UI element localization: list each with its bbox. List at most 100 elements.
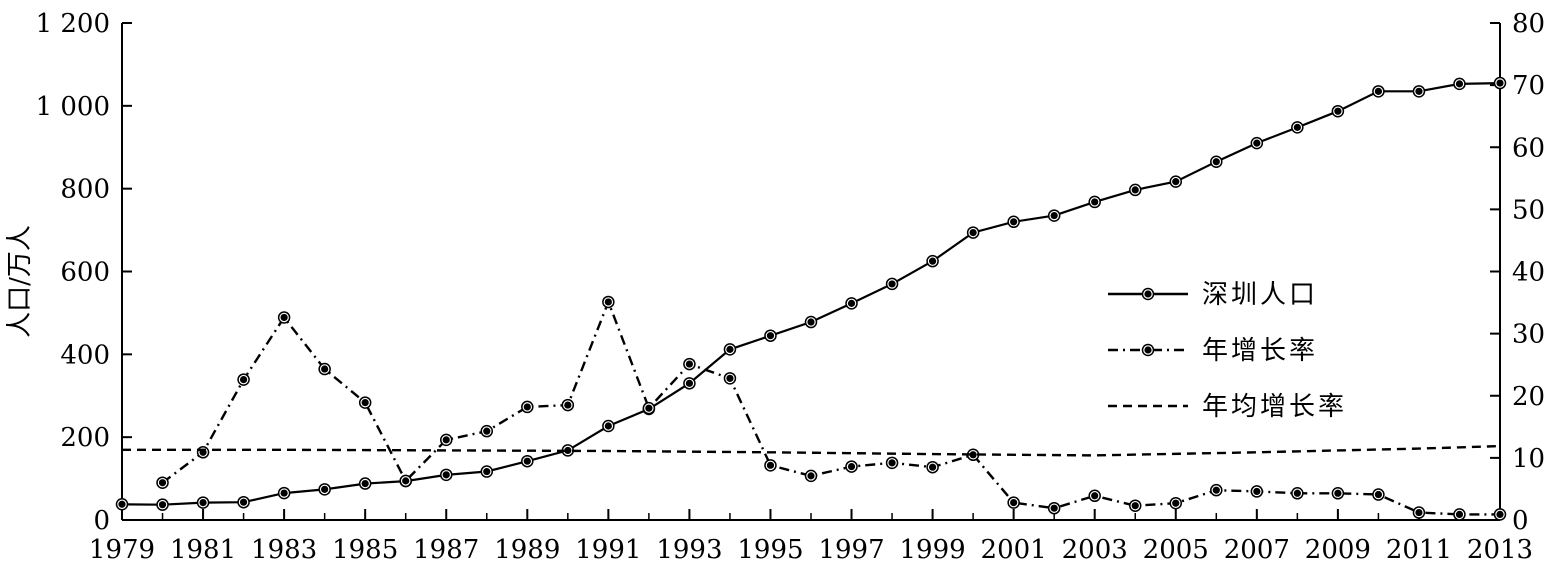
marker-dot: [1455, 510, 1464, 519]
left-y-tick-label: 1 200: [36, 9, 110, 39]
data-point: [1047, 501, 1061, 515]
marker-dot: [239, 498, 248, 506]
data-point: [1250, 485, 1264, 498]
marker-dot: [442, 471, 450, 479]
marker-dot: [645, 404, 653, 412]
marker-dot: [1050, 504, 1058, 512]
marker-dot: [483, 467, 491, 476]
right-y-tick-label: 50: [1512, 195, 1545, 225]
marker-dot: [1415, 508, 1423, 517]
marker-dot: [1253, 139, 1261, 147]
x-tick-label: 2011: [1386, 535, 1452, 565]
marker-dot: [685, 379, 694, 387]
data-point: [399, 474, 412, 488]
data-point: [1088, 489, 1101, 503]
marker-dot: [1293, 123, 1301, 131]
marker-dot: [1496, 510, 1504, 519]
x-tick-label: 1997: [818, 535, 884, 565]
data-point: [358, 396, 372, 409]
marker-dot: [1144, 290, 1152, 298]
marker-dot: [321, 485, 329, 493]
data-point: [1210, 483, 1223, 497]
marker-dot: [199, 499, 207, 507]
data-point: [1169, 175, 1183, 188]
x-tick-label: 1999: [900, 535, 966, 565]
data-point: [723, 343, 737, 356]
right-y-tick-label: 30: [1512, 320, 1545, 350]
data-point: [1007, 496, 1020, 509]
data-point: [1331, 104, 1345, 118]
marker-dot: [766, 461, 775, 469]
marker-dot: [969, 451, 977, 459]
left-y-tick-label: 400: [60, 340, 110, 370]
data-point: [1291, 121, 1304, 134]
data-point: [156, 476, 169, 489]
marker-dot: [766, 332, 775, 340]
marker-dot: [280, 313, 288, 322]
data-point: [196, 496, 210, 509]
data-point: [1250, 136, 1264, 150]
marker-dot: [1144, 346, 1152, 354]
data-point: [642, 401, 656, 415]
marker-dot: [726, 374, 734, 382]
data-point: [561, 398, 575, 412]
data-point: [521, 400, 534, 414]
marker-dot: [1374, 490, 1383, 499]
legend-marker-0: [1141, 287, 1155, 301]
x-tick-label: 1989: [494, 535, 560, 565]
marker-dot: [1293, 489, 1301, 497]
data-point: [1412, 506, 1426, 519]
data-point: [885, 456, 899, 470]
marker-dot: [1172, 178, 1180, 186]
data-point: [277, 311, 291, 324]
data-point: [318, 362, 331, 376]
data-point: [845, 297, 858, 310]
legend-label-2: 年均增长率: [1202, 392, 1347, 422]
data-point: [480, 424, 494, 438]
data-point: [764, 459, 777, 472]
x-tick-label: 2001: [981, 535, 1047, 565]
data-point: [804, 315, 818, 329]
marker-dot: [1415, 87, 1423, 95]
right-y-tick-label: 10: [1512, 444, 1545, 474]
legend-marker-1: [1141, 343, 1155, 357]
x-tick-label: 1995: [737, 535, 803, 565]
marker-dot: [726, 345, 734, 353]
marker-dot: [1334, 107, 1342, 115]
marker-dot: [847, 462, 856, 471]
marker-dot: [1131, 502, 1139, 510]
data-point: [966, 226, 980, 239]
marker-dot: [523, 457, 531, 465]
marker-dot: [1172, 499, 1180, 507]
right-y-tick-label: 80: [1512, 9, 1545, 39]
data-point: [1128, 499, 1142, 512]
marker-dot: [1253, 487, 1261, 496]
marker-dot: [239, 375, 248, 384]
series-line-2: [122, 444, 1501, 457]
marker-dot: [807, 472, 815, 480]
y-axis-title: 人口/万人: [5, 225, 35, 338]
marker-dot: [442, 436, 450, 444]
data-point: [237, 495, 250, 509]
data-point: [1088, 195, 1101, 209]
marker-dot: [604, 298, 612, 306]
right-y-tick-label: 0: [1512, 506, 1529, 536]
marker-dot: [1091, 198, 1099, 206]
x-tick-label: 2013: [1467, 535, 1533, 565]
marker-dot: [564, 401, 572, 409]
marker-dot: [969, 228, 977, 237]
data-point: [1331, 487, 1345, 500]
marker-dot: [1334, 489, 1342, 497]
marker-dot: [483, 427, 491, 435]
x-tick-label: 1993: [656, 535, 722, 565]
marker-dot: [807, 318, 815, 326]
marker-dot: [847, 299, 856, 307]
data-point: [1007, 215, 1020, 229]
x-tick-label: 2005: [1143, 535, 1209, 565]
marker-dot: [1050, 211, 1058, 220]
data-point: [1128, 183, 1142, 197]
x-tick-label: 1983: [251, 535, 317, 565]
marker-dot: [523, 403, 531, 411]
axes: 0 200 400 600 800 1 000 1 200 0 10 20 30 40 50 60 70 80…: [36, 9, 1546, 565]
